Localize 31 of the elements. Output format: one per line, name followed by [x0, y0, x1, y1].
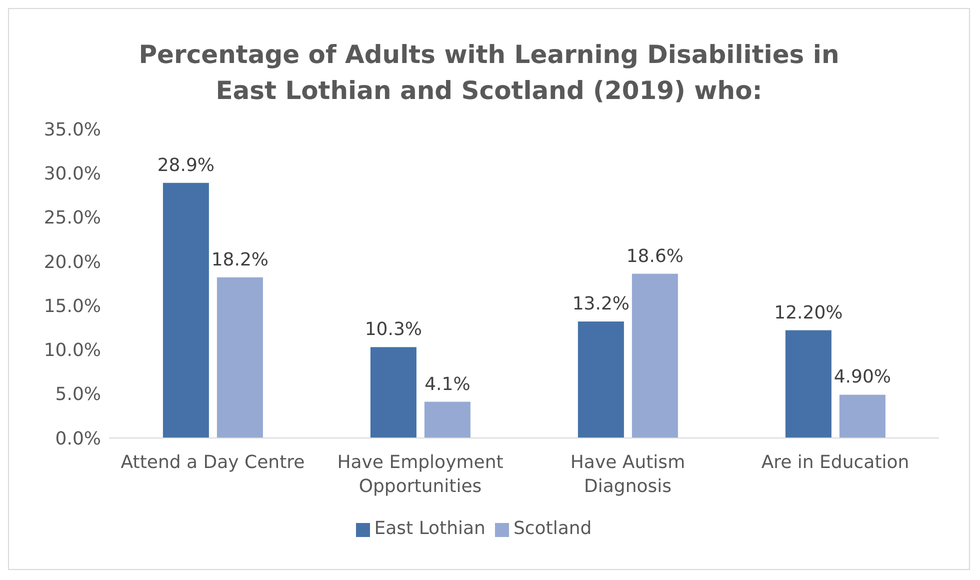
- legend-label: Scotland: [513, 518, 592, 539]
- y-tick-label: 35.0%: [44, 119, 101, 140]
- y-tick-label: 30.0%: [44, 164, 101, 185]
- bar: [785, 330, 832, 438]
- bar: [632, 274, 678, 438]
- data-label: 12.20%: [774, 302, 843, 324]
- y-tick-label: 0.0%: [55, 428, 101, 450]
- data-label: 18.2%: [211, 249, 269, 270]
- y-tick-label: 5.0%: [55, 384, 101, 406]
- bar: [424, 402, 470, 438]
- legend-label: East Lothian: [374, 518, 486, 539]
- data-label: 10.3%: [364, 319, 422, 340]
- y-tick-label: 20.0%: [44, 252, 101, 273]
- bar: [839, 394, 886, 438]
- data-label: 18.6%: [626, 246, 684, 267]
- bar: [162, 182, 209, 438]
- y-tick-label: 10.0%: [44, 340, 101, 362]
- x-tick-label: Have Autism Diagnosis: [570, 452, 686, 497]
- x-tick-label: Are in Education: [761, 452, 910, 473]
- data-label: 4.1%: [424, 374, 470, 395]
- bar: [578, 321, 624, 438]
- data-label: 4.90%: [834, 366, 892, 388]
- bar: [370, 347, 416, 438]
- y-tick-label: 15.0%: [44, 296, 101, 317]
- data-label: 13.2%: [572, 293, 630, 314]
- chart-title: Percentage of Adults with Learning Disabilities in East Lothian and Scotland (2019) who:: [138, 39, 840, 107]
- y-tick-label: 25.0%: [44, 208, 101, 229]
- x-tick-label: Attend a Day Centre: [120, 452, 305, 473]
- data-label: 28.9%: [157, 154, 215, 176]
- x-tick-label: Have Employment Opportunities: [337, 452, 504, 497]
- bar: [216, 277, 263, 438]
